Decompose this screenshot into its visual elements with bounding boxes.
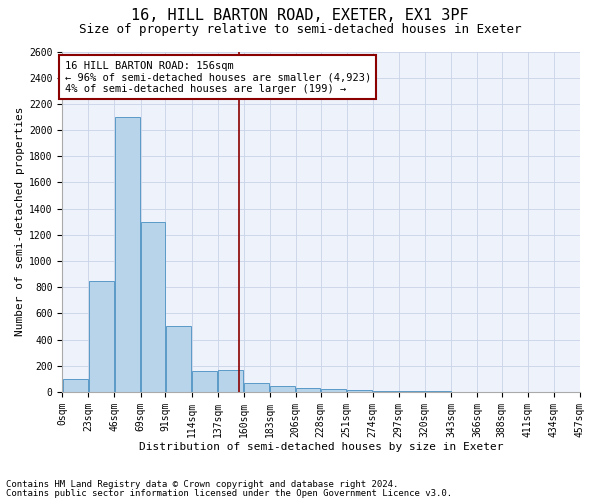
Bar — [218, 370, 244, 392]
Y-axis label: Number of semi-detached properties: Number of semi-detached properties — [15, 107, 25, 336]
Bar — [62, 379, 88, 392]
Bar — [399, 391, 425, 392]
Bar — [141, 222, 165, 392]
X-axis label: Distribution of semi-detached houses by size in Exeter: Distribution of semi-detached houses by … — [139, 442, 503, 452]
Bar — [244, 384, 269, 392]
Bar — [270, 386, 295, 392]
Bar — [89, 280, 114, 392]
Text: 16 HILL BARTON ROAD: 156sqm
← 96% of semi-detached houses are smaller (4,923)
4%: 16 HILL BARTON ROAD: 156sqm ← 96% of sem… — [65, 60, 371, 94]
Bar — [166, 326, 191, 392]
Text: Size of property relative to semi-detached houses in Exeter: Size of property relative to semi-detach… — [79, 22, 521, 36]
Bar — [321, 390, 346, 392]
Bar — [192, 371, 217, 392]
Text: 16, HILL BARTON ROAD, EXETER, EX1 3PF: 16, HILL BARTON ROAD, EXETER, EX1 3PF — [131, 8, 469, 22]
Bar — [373, 390, 398, 392]
Bar — [296, 388, 320, 392]
Text: Contains HM Land Registry data © Crown copyright and database right 2024.: Contains HM Land Registry data © Crown c… — [6, 480, 398, 489]
Bar — [347, 390, 373, 392]
Text: Contains public sector information licensed under the Open Government Licence v3: Contains public sector information licen… — [6, 489, 452, 498]
Bar — [115, 117, 140, 392]
